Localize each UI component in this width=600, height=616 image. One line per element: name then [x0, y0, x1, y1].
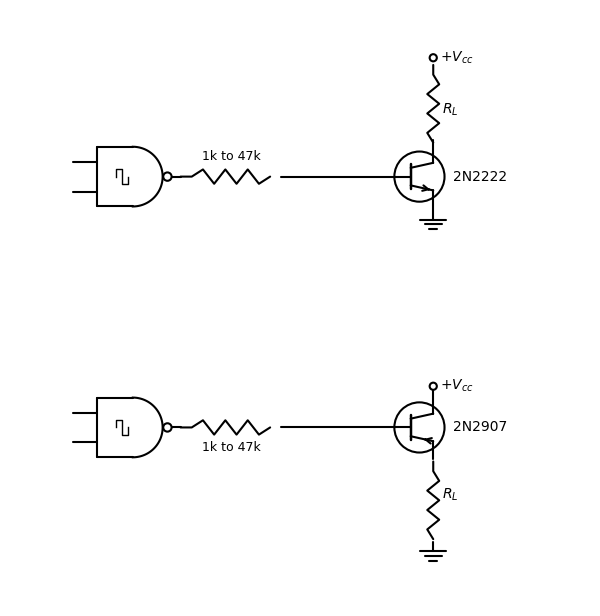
Text: $+V_{cc}$: $+V_{cc}$ [440, 378, 474, 394]
Text: 1k to 47k: 1k to 47k [202, 440, 260, 453]
Text: $+V_{cc}$: $+V_{cc}$ [440, 49, 474, 66]
Text: $R_L$: $R_L$ [442, 102, 458, 118]
Text: 2N2222: 2N2222 [454, 169, 508, 184]
Text: 2N2907: 2N2907 [454, 421, 508, 434]
Text: $R_L$: $R_L$ [442, 486, 458, 503]
Text: 1k to 47k: 1k to 47k [202, 150, 260, 163]
